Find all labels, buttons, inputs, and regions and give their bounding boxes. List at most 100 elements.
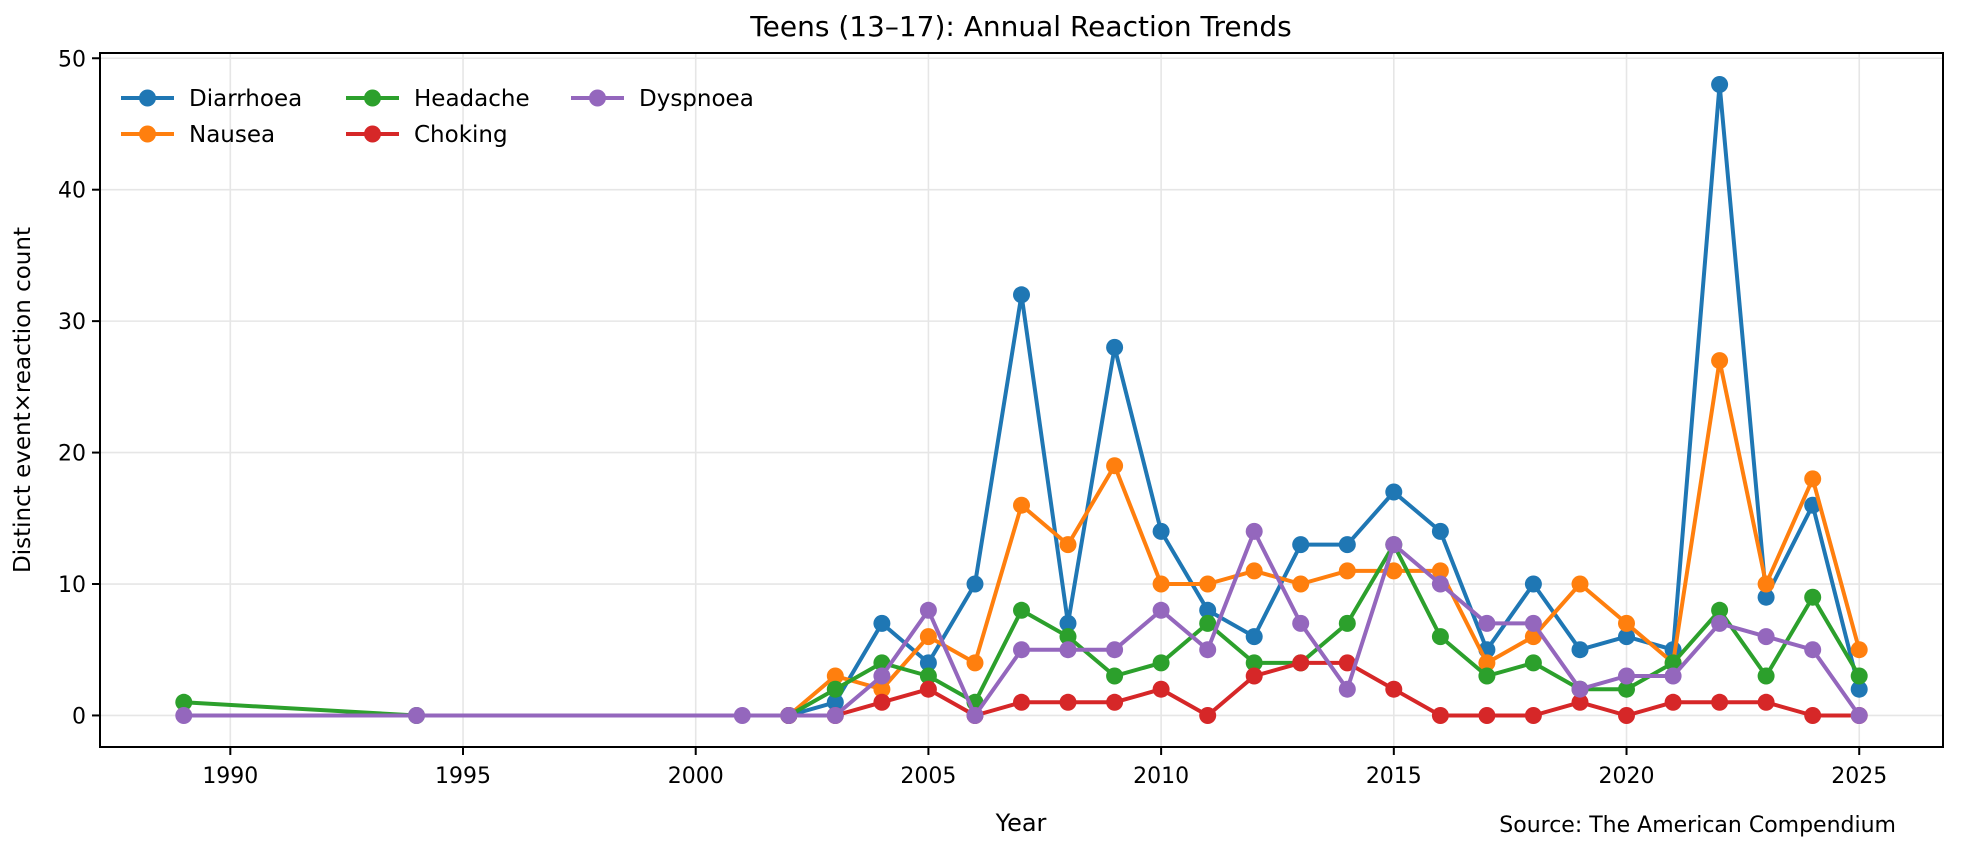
data-point-nausea-2003	[826, 667, 844, 685]
data-point-choking-2010	[1152, 680, 1170, 698]
data-point-headache-2012	[1245, 654, 1263, 672]
data-point-headache-2021	[1664, 654, 1682, 672]
data-point-dyspnoea-2003	[826, 707, 844, 724]
data-point-dyspnoea-2017	[1478, 614, 1496, 632]
data-point-diarrhoea-2020	[1618, 628, 1635, 646]
data-point-nausea-2009	[1106, 457, 1124, 475]
data-point-headache-1989	[175, 693, 193, 711]
x-tick-label-2015: 2015	[1366, 764, 1422, 789]
data-point-nausea-2012	[1245, 562, 1263, 580]
legend-marker-icon	[139, 125, 156, 143]
data-point-choking-2018	[1524, 707, 1542, 724]
data-point-choking-2024	[1804, 707, 1822, 724]
data-point-dyspnoea-2002	[780, 707, 798, 724]
data-point-headache-2016	[1431, 628, 1449, 646]
data-point-choking-2021	[1664, 693, 1682, 711]
series-line-diarrhoea	[788, 82, 1862, 718]
data-point-headache-2018	[1524, 654, 1542, 672]
data-point-nausea-2008	[1059, 536, 1077, 554]
data-point-dyspnoea-2023	[1757, 628, 1775, 646]
data-point-diarrhoea-2011	[1199, 601, 1217, 619]
data-point-headache-2007	[1013, 601, 1030, 619]
data-point-nausea-2022	[1711, 352, 1729, 370]
x-tick-label-2010: 2010	[1133, 764, 1189, 789]
legend-marker-icon	[139, 89, 156, 107]
data-point-diarrhoea-2013	[1292, 536, 1310, 554]
data-point-choking-2009	[1106, 693, 1124, 711]
legend: Diarrhoea Nausea Headache Choking Dyspnoea	[121, 86, 754, 148]
y-axis-title: Distinct event×reaction count	[10, 227, 36, 573]
legend-item-dyspnoea: Dyspnoea	[571, 86, 754, 112]
data-point-nausea-2011	[1199, 575, 1217, 593]
data-point-nausea-2017	[1478, 654, 1496, 672]
data-point-headache-2011	[1199, 614, 1217, 632]
data-point-nausea-2016	[1431, 562, 1449, 580]
data-point-headache-2008	[1059, 628, 1077, 646]
series-diarrhoea	[780, 76, 1868, 724]
data-point-choking-2017	[1478, 707, 1496, 724]
data-point-choking-2004	[873, 693, 891, 711]
data-point-diarrhoea-2008	[1059, 614, 1077, 632]
legend-item-headache: Headache	[346, 86, 530, 112]
data-point-diarrhoea-2014	[1338, 536, 1356, 554]
plot-border	[99, 52, 1944, 748]
y-tick-label-40: 40	[58, 179, 86, 204]
legend-label: Diarrhoea	[189, 86, 302, 112]
data-point-headache-2020	[1618, 680, 1635, 698]
data-point-choking-2020	[1618, 707, 1635, 724]
x-tick-label-2005: 2005	[900, 764, 956, 789]
data-point-headache-2010	[1152, 654, 1170, 672]
data-point-diarrhoea-2015	[1385, 483, 1403, 501]
data-point-dyspnoea-2013	[1292, 614, 1310, 632]
data-point-dyspnoea-2010	[1152, 601, 1170, 619]
data-point-nausea-2005	[919, 628, 937, 646]
data-point-dyspnoea-1994	[408, 707, 425, 724]
legend-marker-icon	[364, 89, 381, 107]
data-point-dyspnoea-2022	[1711, 614, 1729, 632]
data-point-dyspnoea-2012	[1245, 522, 1263, 540]
x-axis-title: Year	[995, 809, 1047, 837]
legend-label: Headache	[414, 86, 530, 112]
data-point-nausea-2025	[1850, 641, 1868, 659]
data-point-choking-2023	[1757, 693, 1775, 711]
y-tick-label-50: 50	[58, 47, 86, 72]
data-point-headache-2009	[1106, 667, 1124, 685]
data-point-nausea-2014	[1338, 562, 1356, 580]
data-point-diarrhoea-2012	[1245, 628, 1263, 646]
data-point-choking-2008	[1059, 693, 1077, 711]
data-point-diarrhoea-2010	[1152, 522, 1170, 540]
data-point-dyspnoea-2006	[966, 707, 984, 724]
x-tick-label-2000: 2000	[668, 764, 724, 789]
data-point-choking-2019	[1571, 693, 1589, 711]
legend-item-diarrhoea: Diarrhoea	[121, 86, 302, 112]
data-point-nausea-2019	[1571, 575, 1589, 593]
y-tick-label-10: 10	[58, 573, 86, 598]
data-point-nausea-2004	[873, 680, 891, 698]
grid-lines	[100, 53, 1943, 747]
data-point-dyspnoea-2024	[1804, 641, 1822, 659]
data-point-dyspnoea-2005	[919, 601, 937, 619]
data-point-diarrhoea-2018	[1524, 575, 1542, 593]
data-point-headache-2003	[826, 680, 844, 698]
data-point-choking-2022	[1711, 693, 1729, 711]
data-point-dyspnoea-2025	[1850, 707, 1868, 724]
series-nausea	[780, 352, 1868, 724]
y-tick-label-30: 30	[58, 310, 86, 335]
data-point-choking-2007	[1013, 693, 1030, 711]
legend-marker-icon	[364, 125, 381, 143]
data-point-nausea-2013	[1292, 575, 1310, 593]
series-line-nausea	[787, 358, 1862, 718]
data-point-dyspnoea-2011	[1199, 641, 1217, 659]
data-point-dyspnoea-2015	[1385, 536, 1403, 554]
data-point-nausea-2020	[1618, 614, 1635, 632]
data-point-headache-2025	[1850, 667, 1868, 685]
data-point-diarrhoea-2009	[1106, 338, 1124, 356]
chart-title: Teens (13–17): Annual Reaction Trends	[749, 10, 1291, 43]
data-point-choking-2011	[1199, 707, 1217, 724]
data-point-diarrhoea-2019	[1571, 641, 1589, 659]
data-point-choking-2016	[1431, 707, 1449, 724]
y-tick-label-0: 0	[72, 704, 86, 729]
data-point-dyspnoea-2020	[1618, 667, 1635, 685]
